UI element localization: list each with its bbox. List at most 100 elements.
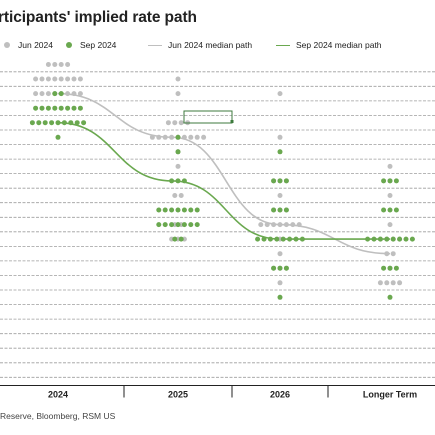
dot-sep-2024 [390, 236, 396, 242]
dot-jun-2024 [384, 251, 390, 257]
dot-sep-2024 [194, 207, 200, 213]
dot-jun-2024 [45, 76, 51, 82]
dot-sep-2024 [58, 105, 64, 111]
legend-marker-jun-2024 [4, 42, 10, 48]
dot-jun-2024 [271, 222, 277, 228]
dot-sep-2024 [181, 178, 187, 184]
dot-sep-2024 [175, 149, 181, 155]
dot-jun-2024 [45, 91, 51, 97]
dot-jun-2024 [71, 76, 77, 82]
dot-jun-2024 [175, 76, 181, 82]
dot-sep-2024 [365, 236, 371, 242]
legend-line-jun-median [148, 44, 162, 46]
dot-sep-2024 [175, 178, 181, 184]
dot-jun-2024 [387, 163, 393, 169]
legend-item-jun-2024: Jun 2024 [4, 40, 53, 50]
dot-sep-2024 [271, 178, 277, 184]
dot-jun-2024 [162, 134, 168, 140]
dot-jun-2024 [58, 62, 64, 67]
legend-item-sep-median: Sep 2024 median path [276, 40, 382, 50]
dot-sep-2024 [381, 178, 387, 184]
dot-sep-2024 [65, 105, 71, 111]
dot-sep-2024 [277, 149, 283, 155]
dot-sep-2024 [45, 105, 51, 111]
dot-jun-2024 [277, 193, 283, 198]
source-note: Reserve, Bloomberg, RSM US [0, 411, 116, 421]
legend-label-sep-median: Sep 2024 median path [296, 40, 382, 50]
dot-sep-2024 [271, 265, 277, 271]
dot-sep-2024 [181, 222, 187, 228]
dot-sep-2024 [255, 236, 261, 242]
dot-sep-2024 [42, 120, 48, 126]
dot-sep-2024 [381, 265, 387, 271]
dot-sep-2024 [81, 120, 87, 126]
dot-jun-2024 [283, 222, 289, 228]
dot-sep-2024 [156, 207, 162, 213]
gridlines [0, 71, 435, 378]
dot-jun-2024 [258, 222, 264, 228]
dot-jun-2024 [264, 222, 270, 228]
dot-jun-2024 [277, 91, 283, 97]
dot-sep-2024 [277, 207, 283, 213]
dot-jun-2024 [33, 91, 39, 97]
participant-dots [29, 62, 415, 300]
dot-sep-2024 [271, 207, 277, 213]
dot-jun-2024 [77, 76, 83, 82]
dot-sep-2024 [393, 178, 399, 184]
legend-item-jun-median: Jun 2024 median path [148, 40, 252, 50]
median-paths [57, 92, 391, 255]
dot-sep-2024 [55, 120, 61, 126]
dot-jun-2024 [172, 120, 178, 126]
dot-jun-2024 [175, 163, 181, 169]
dot-jun-2024 [175, 91, 181, 97]
dot-sep-2024 [169, 222, 175, 228]
dot-sep-2024 [397, 236, 403, 242]
dot-sep-2024 [175, 134, 181, 140]
x-tick-label: 2025 [168, 390, 188, 400]
dot-sep-2024 [61, 120, 67, 126]
dot-sep-2024 [277, 294, 283, 300]
dot-jun-2024 [169, 134, 175, 140]
dot-sep-2024 [169, 207, 175, 213]
jun-median-path-line [57, 92, 391, 255]
dot-sep-2024 [52, 105, 58, 111]
dot-jun-2024 [65, 76, 71, 82]
dot-sep-2024 [169, 178, 175, 184]
x-tick-label: 2026 [270, 390, 290, 400]
dot-jun-2024 [77, 91, 83, 97]
dot-sep-2024 [55, 134, 61, 140]
legend-label-jun-median: Jun 2024 median path [168, 40, 253, 50]
dot-sep-2024 [49, 120, 55, 126]
dot-sep-2024 [194, 222, 200, 228]
dot-sep-2024 [280, 236, 286, 242]
dot-jun-2024 [387, 193, 393, 198]
dot-sep-2024 [58, 91, 64, 97]
dot-jun-2024 [188, 134, 194, 140]
dot-jun-2024 [277, 222, 283, 228]
dot-jun-2024 [71, 91, 77, 97]
dot-sep-2024 [39, 105, 45, 111]
dot-jun-2024 [156, 134, 162, 140]
dot-jun-2024 [201, 134, 207, 140]
dot-jun-2024 [377, 280, 383, 286]
dot-jun-2024 [39, 91, 45, 97]
dot-jun-2024 [52, 76, 58, 82]
dot-sep-2024 [175, 222, 181, 228]
selection-handle[interactable] [230, 120, 234, 123]
dot-sep-2024 [52, 91, 58, 97]
dot-jun-2024 [58, 76, 64, 82]
dot-jun-2024 [178, 120, 184, 126]
chart-title: rticipants' implied rate path [0, 9, 197, 26]
dot-sep-2024 [178, 236, 184, 242]
sep-median-path-line [57, 121, 390, 240]
dot-sep-2024 [74, 120, 80, 126]
dot-jun-2024 [194, 134, 200, 140]
dot-sep-2024 [29, 120, 35, 126]
dot-jun-2024 [45, 62, 51, 67]
dot-jun-2024 [39, 76, 45, 82]
dot-jun-2024 [149, 134, 155, 140]
dot-sep-2024 [172, 236, 178, 242]
dot-sep-2024 [387, 178, 393, 184]
dot-jun-2024 [65, 91, 71, 97]
x-axis: 2024 2025 2026 Longer Term [0, 385, 435, 400]
